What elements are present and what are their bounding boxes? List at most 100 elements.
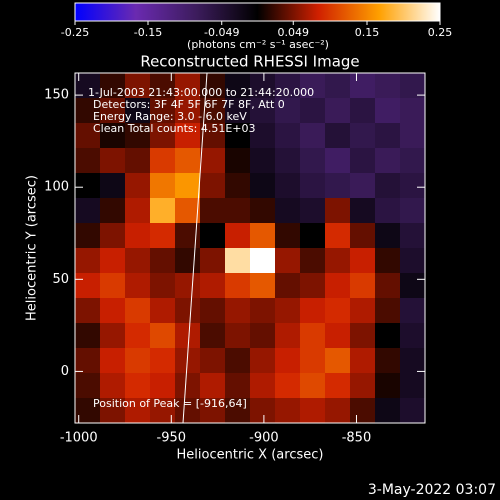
heatmap-cell <box>200 198 226 224</box>
heatmap-cell <box>375 373 401 399</box>
heatmap-cell <box>300 373 326 399</box>
heatmap-cell <box>375 148 401 174</box>
heatmap-cell <box>125 373 151 399</box>
heatmap-cell <box>300 223 326 249</box>
heatmap-cell <box>275 223 301 249</box>
heatmap-cell <box>100 73 126 99</box>
heatmap-cell <box>75 398 101 424</box>
heatmap-cell <box>150 373 176 399</box>
heatmap-cell <box>175 273 201 299</box>
heatmap-cell <box>325 198 351 224</box>
heatmap-cell <box>375 323 401 349</box>
heatmap-cell <box>200 298 226 324</box>
heatmap-cell <box>200 223 226 249</box>
annotation: Energy Range: 3.0 - 6.0 keV <box>93 110 247 123</box>
heatmap-cell <box>200 73 226 99</box>
heatmap-cell <box>350 298 376 324</box>
heatmap-cell <box>325 223 351 249</box>
heatmap-cell <box>225 398 251 424</box>
heatmap-cell <box>250 348 276 374</box>
colorbar-tick-label: -0.049 <box>204 26 239 39</box>
heatmap-cell <box>375 173 401 199</box>
heatmap-cell <box>175 73 201 99</box>
heatmap-cell <box>75 123 101 149</box>
heatmap-cell <box>275 148 301 174</box>
heatmap-cell <box>200 348 226 374</box>
x-tick-label: -900 <box>249 431 279 446</box>
heatmap-cell <box>350 173 376 199</box>
heatmap-cell <box>225 248 251 274</box>
heatmap-cell <box>250 323 276 349</box>
heatmap-cell <box>100 373 126 399</box>
y-tick-label: 100 <box>44 180 69 195</box>
heatmap-cell <box>400 148 426 174</box>
colorbar-tick-label: 0.049 <box>278 26 310 39</box>
heatmap-cell <box>225 373 251 399</box>
heatmap-cell <box>350 123 376 149</box>
heatmap-cell <box>250 223 276 249</box>
heatmap-cell <box>250 273 276 299</box>
heatmap-cell <box>300 348 326 374</box>
heatmap-cell <box>175 198 201 224</box>
heatmap-cell <box>275 298 301 324</box>
heatmap-cell <box>350 73 376 99</box>
heatmap-cell <box>200 323 226 349</box>
heatmap-cell <box>375 248 401 274</box>
colorbar-tick-label: -0.25 <box>61 26 89 39</box>
heatmap-cell <box>150 123 176 149</box>
heatmap-cell <box>300 98 326 124</box>
heatmap-cell <box>150 323 176 349</box>
heatmap-cell <box>325 398 351 424</box>
colorbar <box>75 3 440 21</box>
heatmap-cell <box>150 298 176 324</box>
heatmap-cell <box>375 348 401 374</box>
heatmap-cell <box>175 248 201 274</box>
heatmap-cell <box>100 323 126 349</box>
heatmap-cell <box>225 273 251 299</box>
heatmap-cell <box>325 173 351 199</box>
heatmap-cell <box>275 398 301 424</box>
heatmap-cell <box>325 323 351 349</box>
heatmap-cell <box>75 73 101 99</box>
heatmap-cell <box>175 98 201 124</box>
heatmap-cell <box>400 198 426 224</box>
heatmap-cell <box>75 148 101 174</box>
heatmap-cell <box>400 123 426 149</box>
heatmap-cell <box>75 248 101 274</box>
heatmap-cell <box>350 323 376 349</box>
heatmap-cell <box>75 98 101 124</box>
x-tick-label: -1000 <box>60 431 98 446</box>
heatmap-cell <box>200 248 226 274</box>
annotation: Detectors: 3F 4F 5F 6F 7F 8F, Att 0 <box>93 98 285 111</box>
heatmap-cell <box>75 173 101 199</box>
heatmap-cell <box>400 73 426 99</box>
heatmap-cell <box>250 173 276 199</box>
y-axis-label: Heliocentric Y (arcsec) <box>25 175 40 321</box>
heatmap-cell <box>125 98 151 124</box>
heatmap-cell <box>350 248 376 274</box>
heatmap-cell <box>100 198 126 224</box>
heatmap-cell <box>125 248 151 274</box>
heatmap-cell <box>200 148 226 174</box>
heatmap-cell <box>400 298 426 324</box>
heatmap-cell <box>375 298 401 324</box>
annotation: Position of Peak = [-916,64] <box>93 397 247 410</box>
heatmap-cell <box>325 373 351 399</box>
y-tick-label: 150 <box>44 88 69 103</box>
heatmap-cell <box>125 148 151 174</box>
heatmap-cell <box>175 398 201 424</box>
heatmap-cell <box>350 398 376 424</box>
heatmap-cell <box>75 348 101 374</box>
heatmap-cell <box>350 98 376 124</box>
heatmap-cell <box>100 348 126 374</box>
heatmap-cell <box>275 248 301 274</box>
heatmap-cell <box>250 198 276 224</box>
heatmap-cell <box>400 373 426 399</box>
heatmap-cell <box>300 148 326 174</box>
heatmap-cell <box>150 173 176 199</box>
heatmap-cell <box>250 298 276 324</box>
heatmap-cell <box>125 273 151 299</box>
heatmap-cell <box>225 123 251 149</box>
colorbar-tick-label: -0.15 <box>134 26 162 39</box>
